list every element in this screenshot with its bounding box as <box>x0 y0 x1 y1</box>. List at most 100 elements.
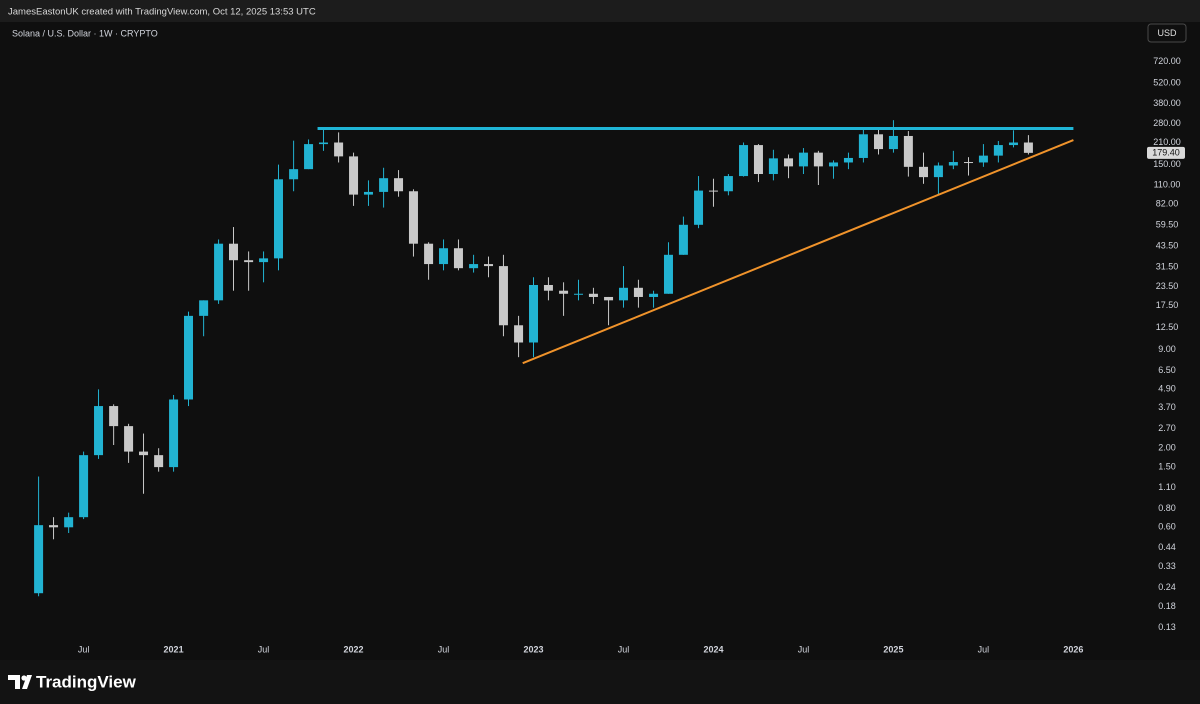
candle-body <box>874 134 884 150</box>
candle-body <box>559 290 569 294</box>
y-tick-label: 0.13 <box>1158 622 1176 632</box>
x-tick-label: Jul <box>78 644 90 654</box>
candle-body <box>259 258 269 263</box>
candle-body <box>858 134 868 158</box>
candle-body <box>948 162 958 166</box>
y-tick-label: 43.50 <box>1156 240 1179 250</box>
y-tick-label: 3.70 <box>1158 402 1176 412</box>
candle-body <box>453 248 463 269</box>
candle-body <box>229 243 239 261</box>
y-tick-label: 280.00 <box>1153 118 1181 128</box>
candle-body <box>334 142 344 157</box>
candle-body <box>244 260 254 263</box>
candle-body <box>34 525 44 594</box>
candle-body <box>273 179 283 259</box>
y-tick-label: 9.00 <box>1158 344 1176 354</box>
y-tick-label: 0.80 <box>1158 503 1176 513</box>
candle-body <box>318 142 328 145</box>
y-tick-label: 59.50 <box>1156 220 1179 230</box>
candle-body <box>888 135 898 150</box>
x-tick-label: 2025 <box>883 644 903 654</box>
candle-body <box>633 287 643 297</box>
y-tick-label: 23.50 <box>1156 281 1179 291</box>
y-tick-label: 520.00 <box>1153 77 1181 87</box>
logo-dot <box>21 675 27 681</box>
last-price-label: 179.40 <box>1152 148 1180 158</box>
y-tick-label: 6.50 <box>1158 365 1176 375</box>
logo-slash <box>22 675 32 689</box>
y-tick-label: 0.18 <box>1158 601 1176 611</box>
candle-body <box>618 287 628 301</box>
candle-body <box>49 525 59 528</box>
x-tick-label: Jul <box>618 644 630 654</box>
candle-body <box>349 156 359 195</box>
y-tick-label: 0.60 <box>1158 522 1176 532</box>
candle-body <box>94 406 104 456</box>
y-tick-label: 1.10 <box>1158 482 1176 492</box>
candle-body <box>588 293 598 297</box>
candle-body <box>199 300 209 316</box>
candle-body <box>933 165 943 178</box>
y-tick-label: 0.44 <box>1158 542 1176 552</box>
y-tick-label: 380.00 <box>1153 98 1181 108</box>
candle-body <box>694 190 704 225</box>
trend-line <box>522 139 1074 365</box>
x-tick-label: 2022 <box>344 644 364 654</box>
y-tick-label: 210.00 <box>1153 137 1181 147</box>
logo-shape <box>8 675 20 689</box>
candle-body <box>439 248 449 265</box>
x-tick-label: Jul <box>438 644 450 654</box>
candle-body <box>739 145 749 177</box>
candle-body <box>214 243 224 301</box>
candle-body <box>304 144 314 170</box>
candle-body <box>64 517 74 528</box>
y-tick-label: 31.50 <box>1156 262 1179 272</box>
candle-body <box>768 158 778 175</box>
candle-body <box>723 176 733 192</box>
symbol-title: Solana / U.S. Dollar · 1W · CRYPTO <box>12 28 158 38</box>
plot-area: 720.00 520.00 380.00 280.00 210.00 150.00 110.… <box>34 56 1185 654</box>
currency-button[interactable] <box>1147 23 1187 43</box>
y-tick-label: 720.00 <box>1153 56 1181 66</box>
candle-body <box>918 166 928 178</box>
y-tick-label: 110.00 <box>1154 179 1181 189</box>
y-tick-label: 1.50 <box>1158 461 1176 471</box>
candle-body <box>649 293 659 297</box>
footer-bar <box>0 660 1200 704</box>
candle-body <box>394 178 404 192</box>
candle-body <box>573 293 583 295</box>
candle-body <box>784 158 794 167</box>
y-tick-label: 0.24 <box>1158 582 1176 592</box>
candle-body <box>184 315 194 400</box>
credit-text: JamesEastonUK created with TradingView.c… <box>8 7 316 18</box>
x-tick-label: Jul <box>258 644 270 654</box>
candle-body <box>798 152 808 167</box>
candle-body <box>154 455 164 468</box>
candle-body <box>829 162 839 167</box>
candle-body <box>484 264 494 267</box>
currency-label[interactable]: USD <box>1157 28 1177 38</box>
header-bar <box>0 0 1200 22</box>
y-tick-label: 12.50 <box>1156 322 1179 332</box>
last-price-tag <box>1147 146 1185 159</box>
candle-body <box>124 426 134 452</box>
x-tick-label: 2023 <box>523 644 543 654</box>
y-tick-label: 17.50 <box>1156 300 1179 310</box>
candle-body <box>498 266 508 326</box>
y-tick-label: 82.00 <box>1156 199 1179 209</box>
y-tick-label: 2.70 <box>1158 423 1176 433</box>
candle-body <box>753 145 763 175</box>
candle-body <box>363 191 373 195</box>
candle-body <box>289 169 299 180</box>
candle-body <box>813 152 823 167</box>
candle-body <box>424 243 434 265</box>
y-tick-label: 4.90 <box>1158 384 1176 394</box>
candle-body <box>139 451 149 456</box>
x-tick-label: Jul <box>798 644 810 654</box>
candle-body <box>978 155 988 163</box>
x-tick-label: 2021 <box>164 644 184 654</box>
candle-body <box>1008 142 1018 146</box>
x-tick-label: 2024 <box>703 644 723 654</box>
candle-body <box>408 191 418 244</box>
